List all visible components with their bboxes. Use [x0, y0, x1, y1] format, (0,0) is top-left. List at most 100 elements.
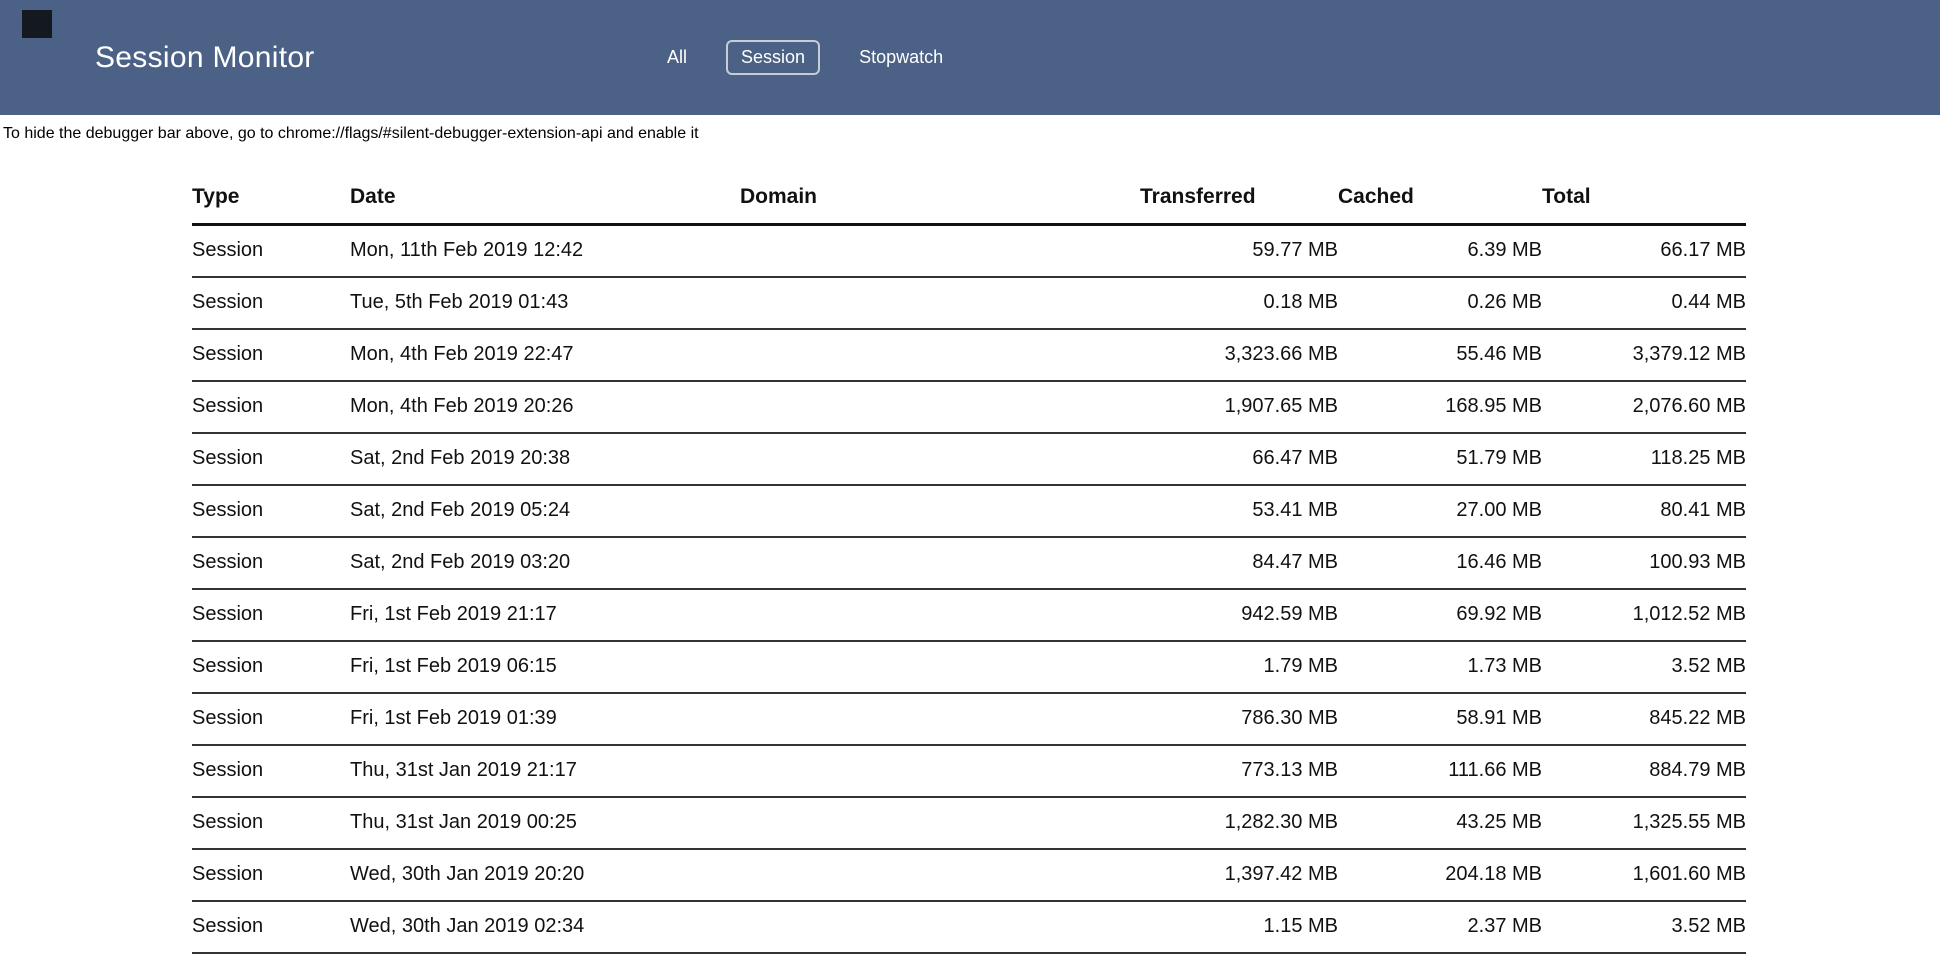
table-row: Session Sat, 2nd Feb 2019 03:20 84.47 MB 16… [192, 537, 1746, 590]
cell-total: 100.93 MB [1542, 537, 1746, 590]
cell-date: Fri, 1st Feb 2019 01:39 [350, 693, 740, 746]
cell-cached: 69.92 MB [1338, 589, 1542, 642]
cell-transferred: 1,907.65 MB [1140, 381, 1338, 434]
cell-total: 845.22 MB [1542, 693, 1746, 746]
cell-domain [740, 641, 1140, 694]
cell-cached: 6.39 MB [1338, 224, 1542, 278]
app-header: Session Monitor All Session Stopwatch [0, 0, 1940, 115]
tab-all[interactable]: All [652, 40, 702, 76]
cell-type: Session [192, 381, 350, 434]
cell-domain [740, 224, 1140, 278]
table-row: Session Fri, 1st Feb 2019 01:39 786.30 MB 5… [192, 693, 1746, 746]
cell-type: Session [192, 277, 350, 330]
cell-cached: 2.37 MB [1338, 901, 1542, 954]
column-header-cached: Cached [1338, 175, 1542, 226]
cell-cached: 43.25 MB [1338, 797, 1542, 850]
cell-cached: 168.95 MB [1338, 381, 1542, 434]
tab-session[interactable]: Session [726, 39, 821, 76]
cell-domain [740, 381, 1140, 434]
cell-transferred: 84.47 MB [1140, 537, 1338, 590]
cell-type: Session [192, 901, 350, 954]
cell-cached: 58.91 MB [1338, 693, 1542, 746]
cell-total: 118.25 MB [1542, 433, 1746, 486]
cell-cached: 51.79 MB [1338, 433, 1542, 486]
cell-transferred: 66.47 MB [1140, 433, 1338, 486]
cell-total: 1,325.55 MB [1542, 797, 1746, 850]
cell-type: Session [192, 745, 350, 798]
cell-domain [740, 745, 1140, 798]
table-head: Type Date Domain Transferred Cached Total [192, 175, 1746, 226]
cell-cached: 1.73 MB [1338, 641, 1542, 694]
cell-transferred: 1.15 MB [1140, 901, 1338, 954]
cell-domain [740, 537, 1140, 590]
cell-date: Thu, 31st Jan 2019 00:25 [350, 797, 740, 850]
column-header-transferred: Transferred [1140, 175, 1338, 226]
cell-domain [740, 589, 1140, 642]
table-row: Session Mon, 11th Feb 2019 12:42 59.77 MB 6… [192, 224, 1746, 278]
cell-transferred: 1,282.30 MB [1140, 797, 1338, 850]
cell-transferred: 53.41 MB [1140, 485, 1338, 538]
cell-transferred: 1.79 MB [1140, 641, 1338, 694]
cell-cached: 204.18 MB [1338, 849, 1542, 902]
table-row: Session Thu, 31st Jan 2019 00:25 1,282.30 … [192, 797, 1746, 850]
cell-total: 884.79 MB [1542, 745, 1746, 798]
cell-type: Session [192, 849, 350, 902]
cell-type: Session [192, 433, 350, 486]
cell-transferred: 786.30 MB [1140, 693, 1338, 746]
cell-transferred: 59.77 MB [1140, 224, 1338, 278]
table-row: Session Mon, 4th Feb 2019 22:47 3,323.66 M… [192, 329, 1746, 382]
table-header-row: Type Date Domain Transferred Cached Total [192, 175, 1746, 226]
cell-type: Session [192, 537, 350, 590]
table-row: Session Sat, 2nd Feb 2019 20:38 66.47 MB 51… [192, 433, 1746, 486]
cell-date: Tue, 5th Feb 2019 01:43 [350, 277, 740, 330]
app-title: Session Monitor [95, 40, 315, 74]
cell-domain [740, 693, 1140, 746]
column-header-type: Type [192, 175, 350, 226]
tab-stopwatch[interactable]: Stopwatch [844, 40, 958, 76]
cell-transferred: 942.59 MB [1140, 589, 1338, 642]
cell-date: Fri, 1st Feb 2019 21:17 [350, 589, 740, 642]
cell-date: Thu, 31st Jan 2019 21:17 [350, 745, 740, 798]
cell-date: Sat, 2nd Feb 2019 20:38 [350, 433, 740, 486]
column-header-date: Date [350, 175, 740, 226]
column-header-total: Total [1542, 175, 1746, 226]
table-row: Session Wed, 30th Jan 2019 20:20 1,397.42 … [192, 849, 1746, 902]
cell-domain [740, 329, 1140, 382]
cell-date: Mon, 4th Feb 2019 22:47 [350, 329, 740, 382]
cell-type: Session [192, 485, 350, 538]
cell-transferred: 0.18 MB [1140, 277, 1338, 330]
cell-type: Session [192, 693, 350, 746]
table-row: Session Mon, 4th Feb 2019 20:26 1,907.65 M… [192, 381, 1746, 434]
column-header-domain: Domain [740, 175, 1140, 226]
cell-date: Wed, 30th Jan 2019 20:20 [350, 849, 740, 902]
cell-date: Fri, 1st Feb 2019 06:15 [350, 641, 740, 694]
cell-total: 1,012.52 MB [1542, 589, 1746, 642]
cell-total: 66.17 MB [1542, 224, 1746, 278]
table-row: Session Tue, 5th Feb 2019 01:43 0.18 MB 0.2… [192, 277, 1746, 330]
cell-domain [740, 485, 1140, 538]
cell-transferred: 3,323.66 MB [1140, 329, 1338, 382]
cell-cached: 16.46 MB [1338, 537, 1542, 590]
cell-transferred: 773.13 MB [1140, 745, 1338, 798]
cell-total: 2,076.60 MB [1542, 381, 1746, 434]
cell-date: Mon, 4th Feb 2019 20:26 [350, 381, 740, 434]
header-tabs: All Session Stopwatch [652, 0, 958, 115]
cell-date: Mon, 11th Feb 2019 12:42 [350, 224, 740, 278]
cell-transferred: 1,397.42 MB [1140, 849, 1338, 902]
table-row: Session Fri, 1st Feb 2019 21:17 942.59 MB 6… [192, 589, 1746, 642]
cell-type: Session [192, 224, 350, 278]
cell-total: 80.41 MB [1542, 485, 1746, 538]
cell-cached: 55.46 MB [1338, 329, 1542, 382]
cell-domain [740, 433, 1140, 486]
cell-type: Session [192, 329, 350, 382]
table-body: Session Mon, 11th Feb 2019 12:42 59.77 MB 6… [192, 224, 1746, 954]
table-row: Session Thu, 31st Jan 2019 21:17 773.13 MB… [192, 745, 1746, 798]
cell-total: 0.44 MB [1542, 277, 1746, 330]
table-row: Session Wed, 30th Jan 2019 02:34 1.15 MB 2.… [192, 901, 1746, 954]
table-row: Session Fri, 1st Feb 2019 06:15 1.79 MB 1.7… [192, 641, 1746, 694]
cell-domain [740, 901, 1140, 954]
cell-cached: 111.66 MB [1338, 745, 1542, 798]
cell-date: Sat, 2nd Feb 2019 05:24 [350, 485, 740, 538]
sessions-table: Type Date Domain Transferred Cached Total Ses… [192, 175, 1746, 954]
cell-date: Sat, 2nd Feb 2019 03:20 [350, 537, 740, 590]
